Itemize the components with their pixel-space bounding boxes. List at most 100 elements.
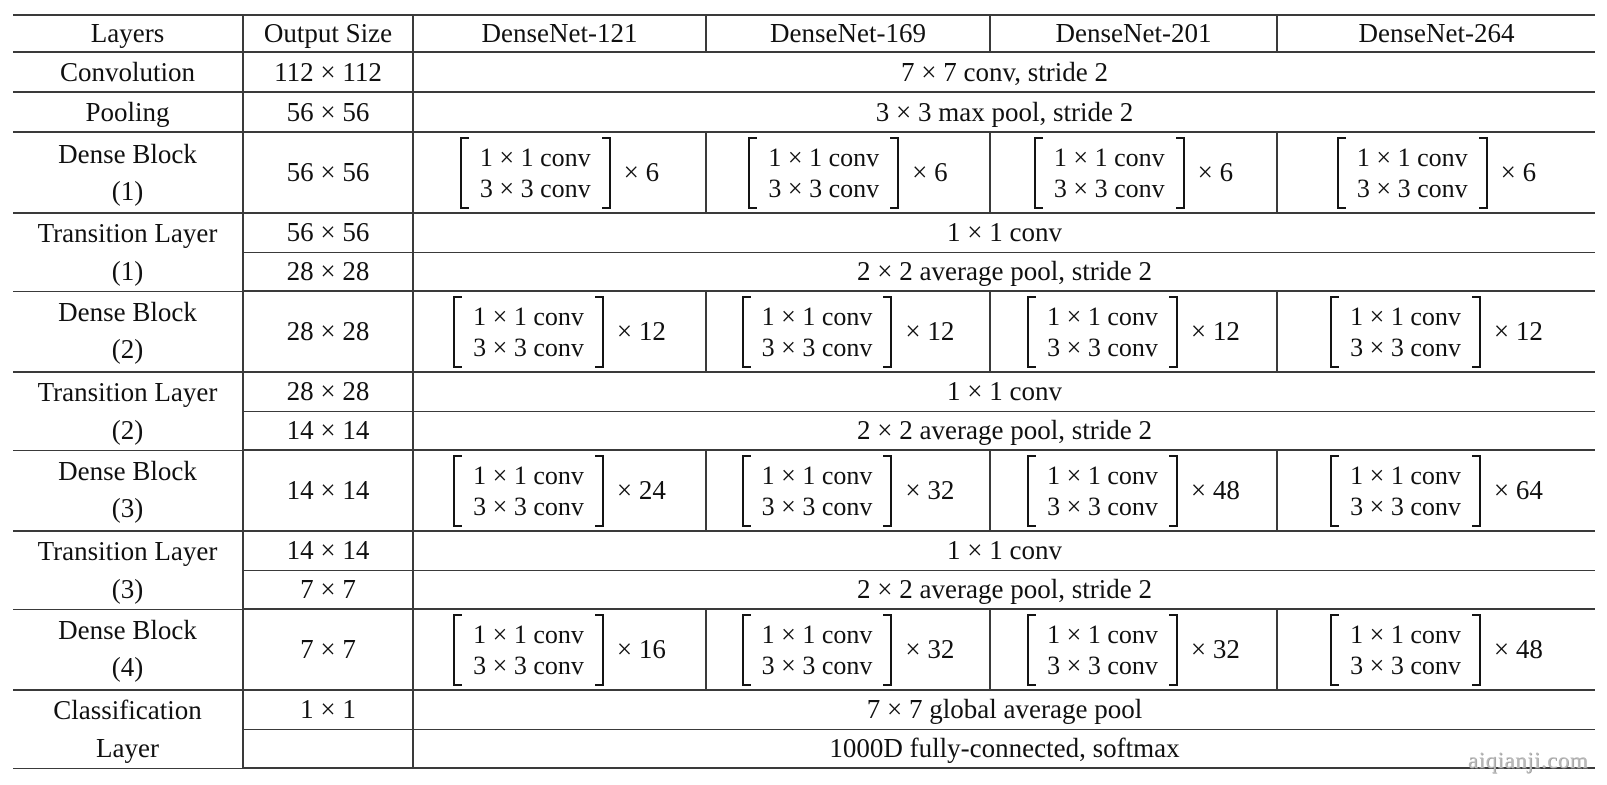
block-multiplier: × 6 bbox=[912, 157, 948, 187]
layer-name: Pooling bbox=[13, 92, 244, 133]
conv-3x3: 3 × 3 conv bbox=[761, 332, 873, 362]
left-bracket-icon bbox=[1336, 136, 1346, 209]
output-size: 56 × 56 bbox=[243, 213, 414, 253]
dense-block-cell: 1 × 1 conv 3 × 3 conv × 6 bbox=[1277, 132, 1595, 214]
conv-1x1: 1 × 1 conv bbox=[761, 619, 873, 649]
layer-name: Convolution bbox=[13, 52, 244, 93]
layer-name-line2: (3) bbox=[111, 574, 144, 605]
left-bracket-icon bbox=[741, 295, 751, 368]
dense-block-cell: 1 × 1 conv 3 × 3 conv × 32 bbox=[990, 609, 1278, 691]
right-bracket-icon bbox=[1471, 295, 1481, 368]
dense-block-cell: 1 × 1 conv 3 × 3 conv × 32 bbox=[706, 450, 991, 532]
header-output-size: Output Size bbox=[243, 15, 414, 53]
right-bracket-icon bbox=[594, 613, 604, 686]
output-size bbox=[243, 729, 414, 769]
output-size: 14 × 14 bbox=[243, 531, 414, 571]
conv-1x1: 1 × 1 conv bbox=[473, 301, 584, 331]
block-multiplier: × 24 bbox=[616, 475, 666, 505]
layer-name: Transition Layer (2) bbox=[13, 372, 244, 451]
left-bracket-icon bbox=[741, 454, 751, 527]
conv-3x3: 3 × 3 conv bbox=[1047, 332, 1158, 362]
header-densenet-121: DenseNet-121 bbox=[413, 15, 707, 53]
header-densenet-264: DenseNet-264 bbox=[1277, 15, 1595, 53]
layer-name: Transition Layer (3) bbox=[13, 531, 244, 610]
dense-block-cell: 1 × 1 conv 3 × 3 conv × 24 bbox=[413, 450, 707, 532]
watermark: aiqianji.com bbox=[1468, 748, 1589, 773]
row-dense-block-1: Dense Block (1) 56 × 56 1 × 1 conv 3 × 3 … bbox=[13, 132, 1595, 214]
conv-matrix: 1 × 1 conv 3 × 3 conv bbox=[741, 295, 893, 368]
operation-cell: 1 × 1 conv bbox=[413, 213, 1595, 253]
row-transition-1a: Transition Layer (1) 56 × 56 1 × 1 conv bbox=[13, 213, 1595, 292]
layer-name-line2: Layer bbox=[96, 733, 159, 764]
right-bracket-icon bbox=[883, 454, 893, 527]
header-layers: Layers bbox=[13, 15, 244, 53]
operation-cell: 2 × 2 average pool, stride 2 bbox=[413, 411, 1595, 451]
conv-3x3: 3 × 3 conv bbox=[761, 491, 873, 521]
dense-block-cell: 1 × 1 conv 3 × 3 conv × 64 bbox=[1277, 450, 1595, 532]
block-multiplier: × 12 bbox=[1190, 316, 1240, 346]
conv-1x1: 1 × 1 conv bbox=[1356, 142, 1468, 172]
block-multiplier: × 48 bbox=[1190, 475, 1240, 505]
right-bracket-icon bbox=[1168, 613, 1178, 686]
right-bracket-icon bbox=[1168, 295, 1178, 368]
layer-name-line1: Classification bbox=[53, 695, 202, 726]
block-multiplier: × 32 bbox=[905, 634, 955, 664]
block-multiplier: × 6 bbox=[623, 157, 660, 187]
conv-3x3: 3 × 3 conv bbox=[473, 491, 584, 521]
conv-matrix: 1 × 1 conv 3 × 3 conv bbox=[1330, 613, 1481, 686]
row-classification-b: 1000D fully-connected, softmax bbox=[13, 729, 1595, 769]
conv-1x1: 1 × 1 conv bbox=[1350, 460, 1461, 490]
left-bracket-icon bbox=[1027, 613, 1037, 686]
dense-block-cell: 1 × 1 conv 3 × 3 conv × 12 bbox=[413, 291, 707, 373]
dense-block-cell: 1 × 1 conv 3 × 3 conv × 6 bbox=[706, 132, 991, 214]
row-transition-3b: 7 × 7 2 × 2 average pool, stride 2 bbox=[13, 570, 1595, 610]
conv-3x3: 3 × 3 conv bbox=[479, 173, 591, 203]
architecture-table-container: Layers Output Size DenseNet-121 DenseNet… bbox=[13, 14, 1595, 769]
row-convolution: Convolution 112 × 112 7 × 7 conv, stride… bbox=[13, 52, 1595, 93]
conv-3x3: 3 × 3 conv bbox=[761, 650, 873, 680]
block-multiplier: × 12 bbox=[905, 316, 955, 346]
conv-3x3: 3 × 3 conv bbox=[1350, 650, 1461, 680]
row-pooling: Pooling 56 × 56 3 × 3 max pool, stride 2 bbox=[13, 92, 1595, 133]
output-size: 28 × 28 bbox=[243, 372, 414, 412]
operation-cell: 2 × 2 average pool, stride 2 bbox=[413, 252, 1595, 292]
row-classification-a: Classification Layer 1 × 1 7 × 7 global … bbox=[13, 690, 1595, 769]
block-multiplier: × 32 bbox=[905, 475, 955, 505]
conv-matrix: 1 × 1 conv 3 × 3 conv bbox=[741, 454, 893, 527]
conv-matrix: 1 × 1 conv 3 × 3 conv bbox=[453, 295, 604, 368]
layer-name: Classification Layer bbox=[13, 690, 244, 769]
row-transition-1b: 28 × 28 2 × 2 average pool, stride 2 bbox=[13, 252, 1595, 292]
output-size: 14 × 14 bbox=[243, 450, 414, 532]
layer-name-line2: (3) bbox=[111, 493, 144, 524]
header-densenet-201: DenseNet-201 bbox=[990, 15, 1278, 53]
header-densenet-169: DenseNet-169 bbox=[706, 15, 991, 53]
right-bracket-icon bbox=[594, 295, 604, 368]
dense-block-cell: 1 × 1 conv 3 × 3 conv × 12 bbox=[990, 291, 1278, 373]
dense-block-cell: 1 × 1 conv 3 × 3 conv × 16 bbox=[413, 609, 707, 691]
row-dense-block-2: Dense Block (2) 28 × 28 1 × 1 conv 3 × 3 … bbox=[13, 291, 1595, 373]
output-size: 14 × 14 bbox=[243, 411, 414, 451]
layer-name: Dense Block (4) bbox=[13, 609, 244, 691]
layer-name: Dense Block (1) bbox=[13, 132, 244, 214]
block-multiplier: × 64 bbox=[1493, 475, 1543, 505]
conv-1x1: 1 × 1 conv bbox=[1350, 301, 1461, 331]
conv-1x1: 1 × 1 conv bbox=[1047, 619, 1158, 649]
left-bracket-icon bbox=[1027, 295, 1037, 368]
operation-cell: 3 × 3 max pool, stride 2 bbox=[413, 92, 1595, 133]
conv-1x1: 1 × 1 conv bbox=[761, 301, 873, 331]
layer-name-line1: Dense Block bbox=[58, 456, 197, 487]
block-multiplier: × 48 bbox=[1493, 634, 1543, 664]
layer-name-line1: Dense Block bbox=[58, 615, 197, 646]
header-row: Layers Output Size DenseNet-121 DenseNet… bbox=[13, 15, 1595, 53]
block-multiplier: × 6 bbox=[1197, 157, 1234, 187]
layer-name-line2: (2) bbox=[111, 334, 144, 365]
operation-cell: 7 × 7 conv, stride 2 bbox=[413, 52, 1595, 93]
row-dense-block-3: Dense Block (3) 14 × 14 1 × 1 conv 3 × 3 … bbox=[13, 450, 1595, 532]
conv-3x3: 3 × 3 conv bbox=[1356, 173, 1468, 203]
conv-matrix: 1 × 1 conv 3 × 3 conv bbox=[1027, 613, 1178, 686]
operation-cell: 1000D fully-connected, softmax bbox=[413, 729, 1595, 769]
conv-matrix: 1 × 1 conv 3 × 3 conv bbox=[459, 136, 611, 209]
layer-name-line1: Dense Block bbox=[58, 138, 197, 169]
right-bracket-icon bbox=[890, 136, 900, 209]
